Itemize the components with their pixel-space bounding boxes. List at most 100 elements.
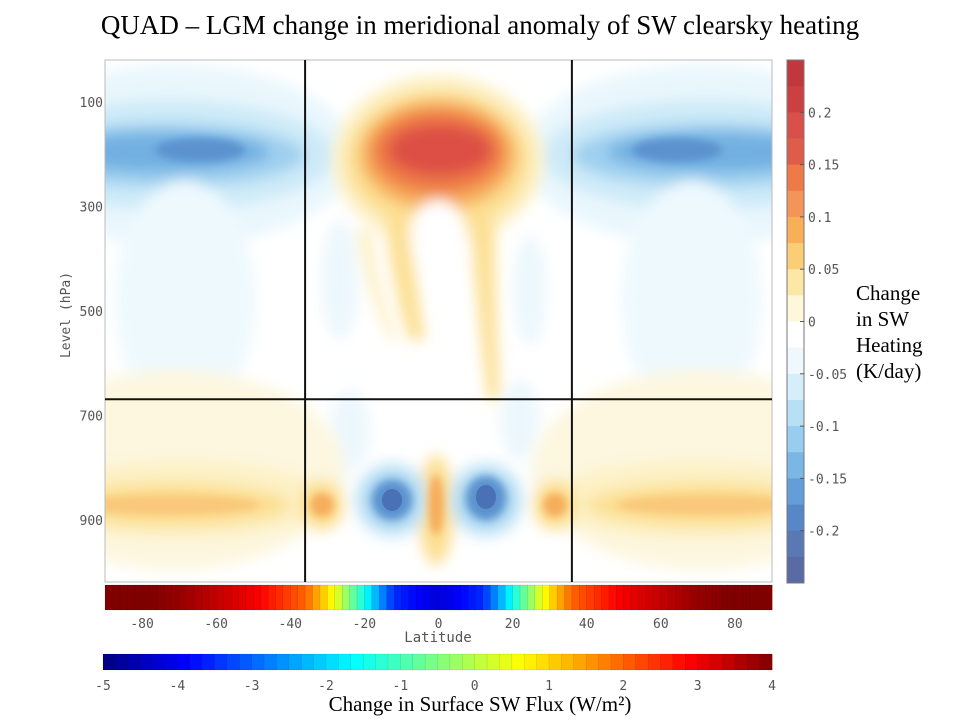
heating-label-line-4: (K/day) — [856, 359, 922, 383]
flux-colorbar-cell — [152, 653, 166, 671]
flux-tick-label: -4 — [170, 679, 186, 694]
latitude-strip-cell — [697, 584, 706, 611]
flux-colorbar-cell — [548, 653, 562, 671]
latitude-strip-cell — [653, 584, 662, 611]
y-tick-label: 900 — [80, 514, 103, 529]
flux-colorbar-cell — [474, 653, 488, 671]
flux-colorbar-cell — [486, 653, 500, 671]
flux-colorbar-cell — [746, 653, 761, 671]
latitude-strip-cell — [193, 584, 202, 611]
latitude-strip-cell — [593, 584, 603, 611]
flux-colorbar-cell — [139, 653, 154, 671]
heating-colorbar-tick-label: 0.15 — [808, 159, 839, 174]
latitude-strip-cell — [682, 584, 692, 611]
heating-colorbar-tick-label: -0.15 — [808, 472, 847, 487]
heating-colorbar-segment — [787, 426, 804, 453]
x-tick-label: 60 — [653, 617, 669, 632]
flux-colorbar-cell — [734, 653, 748, 671]
latitude-strip-cell — [312, 584, 321, 611]
latitude-strip-cell — [112, 584, 121, 611]
latitude-strip-cell — [549, 584, 558, 611]
latitude-strip-cell — [378, 584, 388, 611]
latitude-strip-cell — [519, 584, 528, 611]
latitude-strip-cell — [423, 584, 432, 611]
latitude-strip-cell — [490, 584, 499, 611]
heating-colorbar: 0.2 0.15 0.1 0.05 0 -0.05 -0.1 -0.15 -0.2 — [786, 59, 847, 584]
latitude-strip-cell — [542, 584, 551, 611]
x-tick-label: 0 — [435, 617, 443, 632]
latitude-strip-cell — [178, 584, 188, 611]
flux-colorbar-cell — [536, 653, 550, 671]
latitude-strip-cell — [223, 584, 232, 611]
flux-colorbar-cell — [449, 653, 463, 671]
heating-colorbar-tick-label: 0.05 — [808, 263, 839, 278]
heating-colorbar-tick-label: 0 — [808, 316, 816, 331]
latitude-strip-cell — [764, 584, 773, 611]
surface-flux-colorbar — [102, 653, 773, 671]
latitude-strip-cell — [408, 584, 417, 611]
heating-colorbar-segment — [787, 86, 804, 113]
flux-colorbar-cell — [610, 653, 624, 671]
latitude-strip-cell — [556, 584, 566, 611]
flux-colorbar-cell — [759, 653, 773, 671]
heating-label-line-1: Change — [856, 281, 921, 305]
latitude-strip-cell — [623, 584, 632, 611]
latitude-strip-cell — [645, 584, 654, 611]
flux-colorbar-cell — [177, 653, 191, 671]
flux-colorbar-cell — [201, 653, 216, 671]
flux-colorbar-cell — [462, 653, 476, 671]
latitude-strip-cell — [156, 584, 165, 611]
surface-flux-axis: -5 -4 -3 -2 -1 0 1 2 3 4 — [95, 679, 776, 694]
latitude-strip-cell — [141, 584, 151, 611]
latitude-strip-cell — [416, 584, 425, 611]
latitude-strip-cell — [616, 584, 625, 611]
latitude-strip-cell — [482, 584, 491, 611]
latitude-strip-cell — [579, 584, 588, 611]
latitude-strip-cell — [386, 584, 395, 611]
latitude-strip-cell — [430, 584, 440, 611]
heating-colorbar-segment — [787, 243, 804, 270]
flux-colorbar-cell — [672, 653, 686, 671]
heating-colorbar-segment — [787, 399, 804, 427]
heating-colorbar-tick-label: 0.2 — [808, 106, 831, 121]
flux-colorbar-cell — [573, 653, 587, 671]
latitude-strip-cell — [282, 584, 291, 611]
flux-colorbar-cell — [722, 653, 736, 671]
latitude-strip-cell — [445, 584, 454, 611]
chart-title: QUAD – LGM change in meridional anomaly … — [100, 10, 860, 40]
latitude-strip-cell — [327, 584, 336, 611]
x-tick-label: 20 — [505, 617, 521, 632]
y-tick-label: 100 — [80, 96, 103, 111]
flux-colorbar-cell — [325, 653, 339, 671]
latitude-axis: -80 -60 -40 -20 0 20 40 60 80 — [130, 617, 742, 632]
flux-colorbar-cell — [709, 653, 723, 671]
flux-colorbar-cell — [214, 653, 228, 671]
latitude-strip-cell — [467, 584, 477, 611]
latitude-strip-cell — [393, 584, 402, 611]
heating-colorbar-segment — [787, 530, 804, 558]
heating-colorbar-segment — [787, 138, 804, 166]
latitude-strip-cell — [705, 584, 714, 611]
flux-colorbar-cell — [660, 653, 674, 671]
x-tick-label: 40 — [579, 617, 595, 632]
flux-tick-label: 2 — [619, 679, 627, 694]
flux-colorbar-cell — [362, 653, 377, 671]
latitude-strip-cell — [460, 584, 469, 611]
flux-tick-label: -5 — [95, 679, 111, 694]
x-tick-label: 80 — [727, 617, 743, 632]
latitude-strip-cell — [149, 584, 158, 611]
heating-field — [105, 65, 772, 570]
latitude-strip-cell — [364, 584, 373, 611]
flux-colorbar-cell — [561, 653, 575, 671]
latitude-strip-cell — [727, 584, 736, 611]
heating-colorbar-segment — [787, 347, 804, 375]
flux-colorbar-cell — [102, 653, 116, 671]
latitude-strip-cell — [638, 584, 647, 611]
latitude-strip-cell — [238, 584, 247, 611]
flux-colorbar-cell — [400, 653, 414, 671]
x-tick-label: -40 — [279, 617, 302, 632]
heating-colorbar-segment — [787, 190, 804, 218]
flux-colorbar-cell — [523, 653, 538, 671]
latitude-strip-cell — [475, 584, 484, 611]
